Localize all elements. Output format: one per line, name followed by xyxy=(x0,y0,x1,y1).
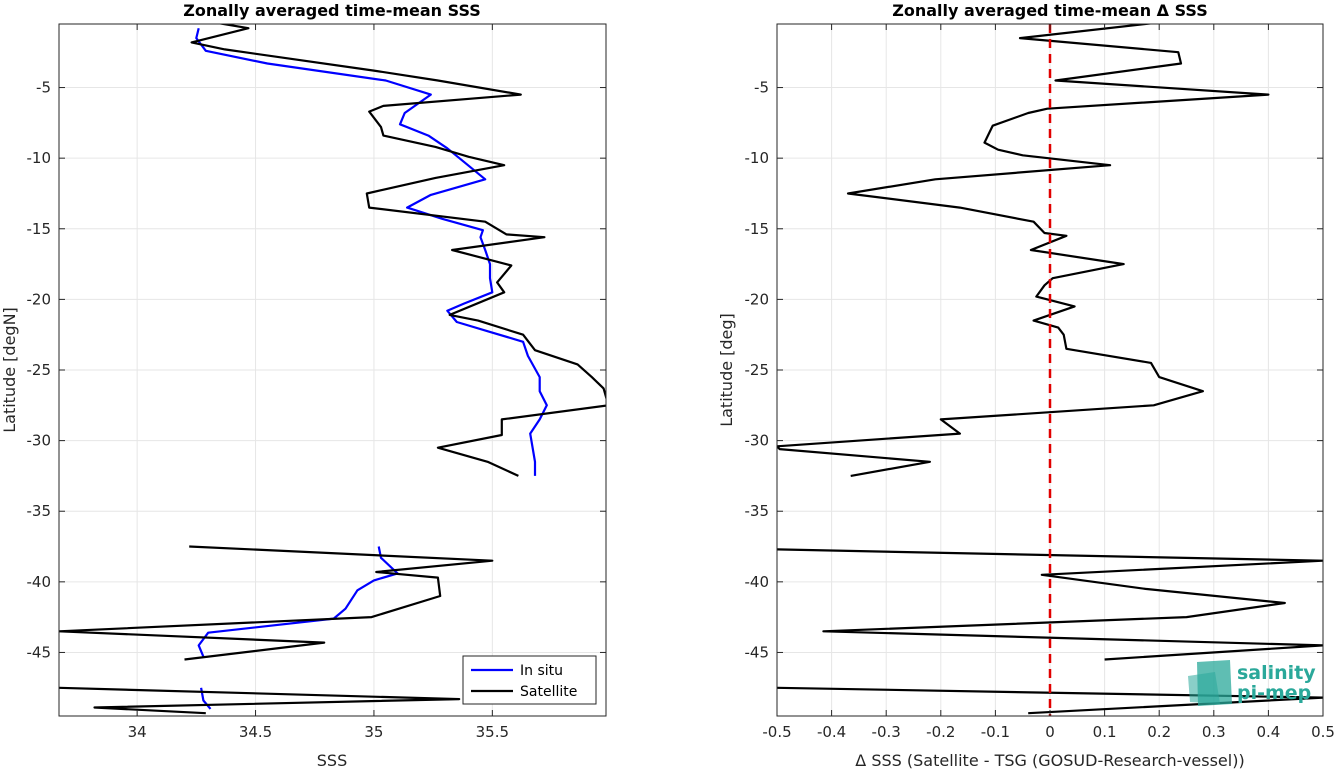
y-tick-label: -25 xyxy=(745,361,770,379)
y-tick-label: -15 xyxy=(745,220,770,238)
y-tick-label: -35 xyxy=(745,502,770,520)
y-tick-label: -20 xyxy=(27,290,52,308)
y-tick-label: -5 xyxy=(754,79,769,97)
right-chart-title: Zonally averaged time-mean Δ SSS xyxy=(892,1,1208,20)
delta-sss-series-line xyxy=(777,686,1323,715)
legend-satellite-label: Satellite xyxy=(520,684,577,700)
x-tick-label: 35.5 xyxy=(476,723,509,741)
right-series-lines xyxy=(777,24,1323,716)
y-tick-label: -40 xyxy=(745,573,770,591)
salinity-pi-mep-logo: salinity pi-mep xyxy=(1188,660,1316,706)
x-tick-label: -0.2 xyxy=(926,723,955,741)
right-ticks: -0.5 -0.4 -0.3 -0.2 -0.1 0 0.1 0.2 0.3 0.4 0.5 -5 -1… xyxy=(745,24,1335,741)
y-tick-label: -30 xyxy=(745,432,770,450)
left-chart-title: Zonally averaged time-mean SSS xyxy=(183,1,481,20)
y-tick-label: -15 xyxy=(27,220,52,238)
left-ticks: 34 34.5 35 35.5 -5 -10 -15 -20 -25 -30 -35 -40 -45 xyxy=(27,24,606,741)
delta-sss-series-line xyxy=(777,24,1270,477)
y-tick-label: -45 xyxy=(745,643,770,661)
x-tick-label: 34.5 xyxy=(239,723,272,741)
y-tick-label: -35 xyxy=(27,502,52,520)
x-tick-label: 34 xyxy=(128,723,147,741)
left-chart-panel: 34 34.5 35 35.5 -5 -10 -15 -20 -25 -30 -35 -40 -45 Z… xyxy=(0,1,607,769)
right-y-axis-label: Latitude [deg] xyxy=(717,313,736,427)
satellite-series-line xyxy=(190,24,606,477)
x-tick-label: 0.2 xyxy=(1147,723,1171,741)
logo-text-pi-mep: pi-mep xyxy=(1237,682,1311,704)
y-tick-label: -40 xyxy=(27,573,52,591)
x-tick-label: 35 xyxy=(364,723,383,741)
legend-in-situ-label: In situ xyxy=(520,663,563,679)
x-tick-label: 0.3 xyxy=(1202,723,1226,741)
in-situ-series-line xyxy=(197,546,399,658)
x-tick-label: -0.5 xyxy=(762,723,791,741)
in-situ-series-line xyxy=(195,27,548,476)
y-tick-label: -5 xyxy=(36,79,51,97)
y-tick-label: -25 xyxy=(27,361,52,379)
left-y-axis-label: Latitude [degN] xyxy=(0,307,19,433)
x-tick-label: 0.1 xyxy=(1093,723,1117,741)
y-tick-label: -10 xyxy=(27,149,52,167)
y-tick-label: -10 xyxy=(745,149,770,167)
logo-shape-fold xyxy=(1188,672,1220,704)
satellite-series-line xyxy=(59,686,461,715)
x-tick-label: 0 xyxy=(1045,723,1055,741)
y-tick-label: -20 xyxy=(745,290,770,308)
x-tick-label: -0.3 xyxy=(872,723,901,741)
right-chart-panel: -0.5 -0.4 -0.3 -0.2 -0.1 0 0.1 0.2 0.3 0.4 0.5 -5 -1… xyxy=(717,1,1335,769)
left-x-axis-label: SSS xyxy=(317,751,347,769)
x-tick-label: 0.5 xyxy=(1311,723,1335,741)
x-tick-label: -0.1 xyxy=(981,723,1010,741)
x-tick-label: 0.4 xyxy=(1256,723,1280,741)
right-x-axis-label: Δ SSS (Satellite - TSG (GOSUD-Research-v… xyxy=(855,751,1244,769)
legend-box xyxy=(462,655,597,705)
y-tick-label: -30 xyxy=(27,432,52,450)
x-tick-label: -0.4 xyxy=(817,723,846,741)
satellite-series-line xyxy=(59,545,494,661)
left-series-lines xyxy=(59,24,606,715)
logo-text-salinity: salinity xyxy=(1237,662,1316,684)
y-tick-label: -45 xyxy=(27,643,52,661)
left-gridlines xyxy=(59,24,606,716)
delta-sss-series-line xyxy=(777,548,1323,661)
legend: In situ Satellite xyxy=(462,655,597,705)
